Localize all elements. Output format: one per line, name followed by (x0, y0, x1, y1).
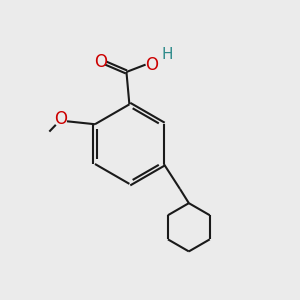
Text: H: H (162, 47, 173, 62)
Text: O: O (146, 56, 159, 74)
Text: O: O (54, 110, 67, 128)
Text: O: O (94, 53, 107, 71)
